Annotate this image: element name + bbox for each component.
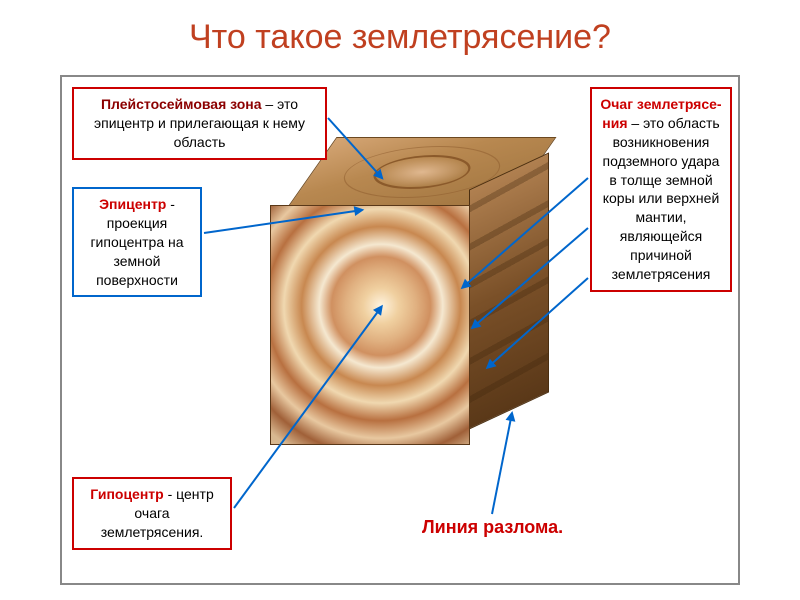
cube-front-face <box>270 205 470 445</box>
label-hypocenter: Гипоцентр - центр очага землетрясения. <box>72 477 232 550</box>
label-pleistoseismic: Плейстосеймовая зона – это эпицентр и пр… <box>72 87 327 160</box>
term-pleisto: Плейстосеймовая зона <box>101 96 262 112</box>
text-ochag: – это область возникновения подземного у… <box>603 115 720 282</box>
label-fault-line: Линия разлома. <box>422 517 563 538</box>
page-title: Что такое землетрясение? <box>0 0 800 67</box>
label-ochag: Очаг землетрясе-ния – это область возник… <box>590 87 732 292</box>
term-epicenter: Эпицентр <box>99 196 166 212</box>
cube-right-face <box>469 152 549 429</box>
term-hypocenter: Гипоцентр <box>90 486 163 502</box>
diagram-frame: Плейстосеймовая зона – это эпицентр и пр… <box>60 75 740 585</box>
label-epicenter: Эпицентр - проекция гипоцентра на земной… <box>72 187 202 297</box>
